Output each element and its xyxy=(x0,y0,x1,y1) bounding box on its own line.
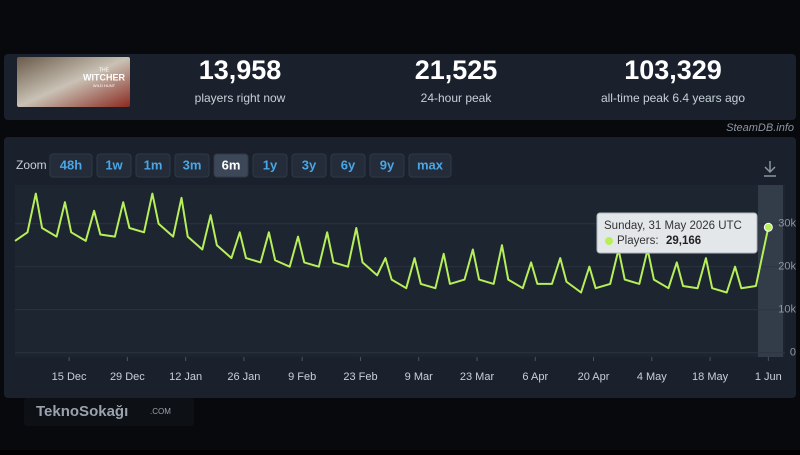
source: SteamDB.info xyxy=(726,122,794,134)
zoom-button-bg xyxy=(174,153,210,178)
x-tick-label: 6 Apr xyxy=(522,371,548,383)
x-tick-label: 23 Feb xyxy=(343,371,377,383)
zoom-button-bg xyxy=(408,153,452,178)
zoom-button[interactable]: 1y xyxy=(252,153,288,178)
tooltip-label: Players: xyxy=(617,235,659,247)
zoom-button[interactable]: 1w xyxy=(96,153,132,178)
zoom-button[interactable]: 6y xyxy=(330,153,366,178)
zoom-button-bg xyxy=(330,153,366,178)
player-line xyxy=(14,192,770,294)
plot-area xyxy=(15,185,785,357)
stat-label: 24-hour peak xyxy=(421,91,493,105)
x-tick-label: 20 Apr xyxy=(578,371,610,383)
zoom-button[interactable]: 3y xyxy=(291,153,327,178)
x-tick-label: 9 Feb xyxy=(288,371,316,383)
y-tick-label: 20k xyxy=(778,261,796,273)
game-image xyxy=(17,57,130,107)
x-tick-label: 4 May xyxy=(637,371,667,383)
zoom-button[interactable]: 48h xyxy=(49,153,93,178)
zoom-button[interactable]: 1m xyxy=(135,153,171,178)
x-tick-label: 23 Mar xyxy=(460,371,495,383)
zoom-button[interactable]: 6m xyxy=(213,153,249,178)
stat-value: 13,958 xyxy=(199,55,282,85)
zoom-button-bg xyxy=(49,153,93,178)
tooltip-title: Sunday, 31 May 2026 UTC xyxy=(604,220,742,232)
hover-point xyxy=(763,222,773,232)
zoom-button-label: max xyxy=(417,157,444,172)
zoom-button[interactable]: 9y xyxy=(369,153,405,178)
tooltip-swatch xyxy=(605,237,613,245)
tooltip-value: 29,166 xyxy=(666,235,701,247)
logo-text: WILD HUNT xyxy=(93,83,116,88)
zoom-buttons: 48h 1w 1m 3m 6m 1y 3y 6y 9y max xyxy=(49,153,452,178)
y-tick-label: 0 xyxy=(790,347,796,359)
zoom-button-label: 1y xyxy=(263,157,278,172)
download-icon[interactable] xyxy=(764,161,776,177)
stats-panel xyxy=(4,54,796,120)
y-tick-label: 30k xyxy=(778,218,796,230)
logo-text: THE xyxy=(99,67,110,73)
icon-part xyxy=(764,166,776,174)
stats: 13,958 players right now 21,525 24-hour pea… xyxy=(195,55,746,105)
stat-label: players right now xyxy=(195,91,286,105)
stat-label: all-time peak 6.4 years ago xyxy=(601,91,745,105)
y-tick-label: 10k xyxy=(778,304,796,316)
logo-text: WITCHER xyxy=(83,72,125,82)
zoom-button-label: 3m xyxy=(183,157,202,172)
x-tick-label: 9 Mar xyxy=(405,371,433,383)
tooltip-box xyxy=(596,212,758,254)
zoom-button-label: 6y xyxy=(341,157,356,172)
zoom-button[interactable]: 3m xyxy=(174,153,210,178)
zoom-button-label: 48h xyxy=(60,157,82,172)
watermark: TeknoSokağı .COM xyxy=(24,398,194,426)
watermark-domain: .COM xyxy=(150,407,171,416)
stat-value: 21,525 xyxy=(415,55,498,85)
x-tick-label: 18 May xyxy=(692,371,729,383)
plot: 0 10k 20k 30k 15 Dec 29 Dec 12 Jan 26 Jan 9 Feb 2… xyxy=(14,192,796,383)
zoom-button-bg xyxy=(252,153,288,178)
zoom-button-label: 1m xyxy=(144,157,163,172)
x-tick-label: 1 Jun xyxy=(755,371,782,383)
zoom-button[interactable]: max xyxy=(408,153,452,178)
zoom-button-label: 6m xyxy=(222,157,241,172)
zoom-button-bg xyxy=(96,153,132,178)
x-tick-label: 26 Jan xyxy=(227,371,260,383)
zoom-label: Zoom xyxy=(16,158,47,172)
x-tick-label: 15 Dec xyxy=(52,371,87,383)
x-tick-label: 12 Jan xyxy=(169,371,202,383)
zoom-button-bg xyxy=(135,153,171,178)
watermark-box xyxy=(24,398,194,426)
stat-value: 103,329 xyxy=(624,55,722,85)
zoom-button-bg xyxy=(291,153,327,178)
zoom-button-bg xyxy=(213,153,249,178)
x-tick-label: 29 Dec xyxy=(110,371,145,383)
zoom-button-bg xyxy=(369,153,405,178)
watermark-name: TeknoSokağı xyxy=(36,403,128,420)
zoom-button-label: 1w xyxy=(105,157,123,172)
zoom-button-label: 3y xyxy=(302,157,317,172)
hover-band xyxy=(758,185,783,357)
zoom-button-label: 9y xyxy=(380,157,395,172)
tooltip: Sunday, 31 May 2026 UTC Players: 29,166 xyxy=(596,212,758,254)
